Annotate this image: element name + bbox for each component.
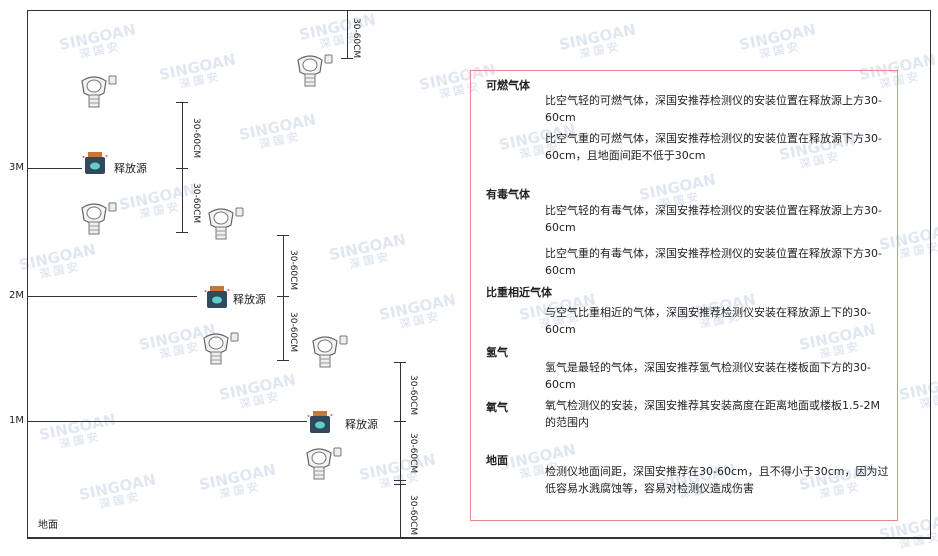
gas-detector-icon	[78, 73, 118, 109]
note: 比空气轻的有毒气体，深国安推荐检测仪的安装位置在释放源上方30-60cm	[545, 204, 882, 234]
dim-label: 30-60CM	[351, 18, 361, 59]
heading-hydrogen: 氢气	[486, 346, 508, 359]
dim-label: 30-60CM	[288, 312, 298, 353]
dim-tick	[341, 58, 353, 59]
recommendation-panel: 可燃气体 比空气轻的可燃气体，深国安推荐检测仪的安装位置在释放源上方30-60c…	[470, 70, 898, 521]
note: 检测仪地面间距，深国安推荐在30-60cm，且不得小于30cm，因为过低容易水溅…	[545, 465, 889, 495]
level-1m: 1M	[9, 415, 24, 426]
gas-detector-icon	[78, 200, 118, 236]
level-1m-line	[27, 421, 307, 422]
dim-label: 30-60CM	[288, 250, 298, 291]
level-2m: 2M	[9, 290, 24, 301]
note: 比空气轻的可燃气体，深国安推荐检测仪的安装位置在释放源上方30-60cm	[545, 94, 882, 124]
dim-line	[400, 362, 401, 538]
level-3m-line	[27, 168, 82, 169]
release-source-icon	[204, 285, 230, 309]
release-source-icon	[82, 151, 108, 175]
heading-similar: 比重相近气体	[486, 286, 552, 299]
dim-label: 30-60CM	[408, 495, 418, 536]
ceiling-line	[27, 10, 931, 11]
level-3m: 3M	[9, 162, 24, 173]
heading-combustible: 可燃气体	[486, 79, 530, 92]
dim-line	[283, 235, 284, 360]
ground-label: 地面	[38, 520, 58, 531]
level-2m-line	[27, 296, 197, 297]
gas-detector-icon	[303, 445, 343, 481]
ground-line	[27, 537, 931, 539]
dim-label: 30-60CM	[408, 375, 418, 416]
note: 比空气重的可燃气体，深国安推荐检测仪的安装位置在释放源下方30-60cm，且地面…	[545, 132, 882, 162]
heading-oxygen: 氧气	[486, 401, 508, 414]
heading-toxic: 有毒气体	[486, 188, 530, 201]
note: 氢气是最轻的气体，深国安推荐氢气检测仪安装在楼板面下方的30-60cm	[545, 361, 871, 391]
wall-line	[27, 10, 28, 538]
gas-detector-icon	[294, 52, 334, 88]
note: 比空气重的有毒气体，深国安推荐检测仪的安装位置在释放源下方30-60cm	[545, 247, 882, 277]
dim-label: 30-60CM	[191, 118, 201, 159]
release-source-icon	[307, 410, 333, 434]
dim-label: 30-60CM	[408, 433, 418, 474]
release-source-label: 释放源	[114, 162, 147, 175]
right-frame	[930, 10, 931, 538]
release-source-label: 释放源	[233, 293, 266, 306]
release-source-label: 释放源	[345, 418, 378, 431]
note: 氧气检测仪的安装，深国安推荐其安装高度在距离地面或楼板1.5-2M的范围内	[545, 399, 880, 429]
dim-line	[347, 10, 348, 58]
dim-label: 30-60CM	[191, 183, 201, 224]
note: 与空气比重相近的气体，深国安推荐检测仪安装在释放源上下的30-60cm	[545, 306, 871, 336]
gas-detector-icon	[200, 330, 240, 366]
heading-ground: 地面	[486, 454, 508, 467]
gas-detector-icon	[309, 333, 349, 369]
gas-detector-icon	[205, 205, 245, 241]
dim-line	[182, 102, 183, 232]
